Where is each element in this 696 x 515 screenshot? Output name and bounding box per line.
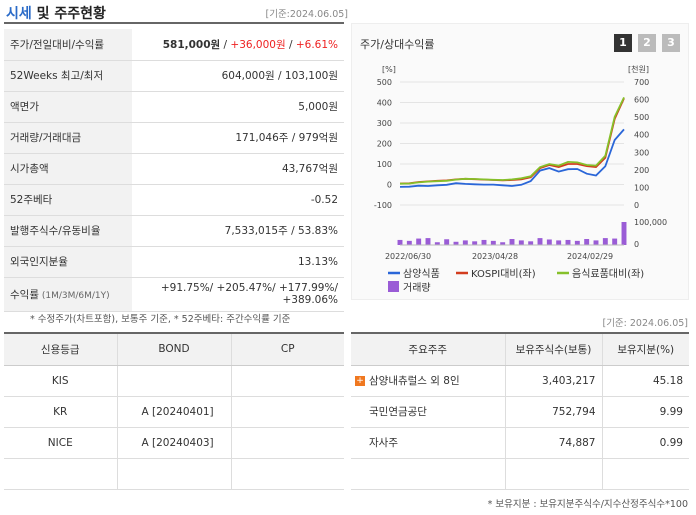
chart-panel: 주가/상대수익률 1 2 3 -100 0 100 200 300 400 500 0 100 2… — [351, 23, 689, 300]
table-row: 자사주 74,887 0.99 — [351, 427, 689, 459]
y-right-tick-label: 200 — [634, 166, 649, 175]
volume-bar — [621, 222, 627, 245]
y-right-unit: [천원] — [628, 64, 649, 74]
stock-chart: -100 0 100 200 300 400 500 0 100 200 300 400 500 600 7… — [374, 64, 667, 294]
y-left-tick-label: 500 — [377, 78, 392, 87]
volume-bar — [406, 240, 412, 245]
volume-bar — [453, 241, 459, 245]
volume-bar — [500, 242, 506, 245]
volume-bar — [612, 238, 618, 245]
y-left-tick-label: -100 — [374, 201, 392, 210]
table-row: 52주베타 -0.52 — [4, 184, 344, 216]
y-right-tick-label: 300 — [634, 148, 649, 157]
volume-bar — [556, 240, 562, 245]
volume-bar — [593, 240, 599, 245]
price-change: +36,000원 — [230, 38, 286, 51]
volume-bar — [434, 242, 440, 245]
y-right-tick-label: 500 — [634, 113, 649, 122]
legend-label: 거래량 — [403, 282, 431, 294]
volume-bar — [584, 239, 590, 245]
volume-bar — [416, 238, 422, 245]
table-row: 외국인지분율 13.13% — [4, 246, 344, 278]
x-tick-label: 2022/06/30 — [385, 252, 431, 261]
expand-icon[interactable]: + — [355, 376, 365, 386]
y-right-tick-label: 100 — [634, 183, 649, 192]
y-left-tick-label: 300 — [377, 119, 392, 128]
x-tick-label: 2023/04/28 — [472, 252, 518, 261]
y-left-tick-label: 100 — [377, 160, 392, 169]
holders-table: 주요주주 보유주식수(보통) 보유지분(%) + 삼양내츄럴스 외 8인 3,403,2… — [351, 334, 689, 490]
chart-title: 주가/상대수익률 — [360, 38, 435, 51]
series-line — [399, 128, 625, 188]
x-tick-label: 2024/02/29 — [567, 252, 613, 261]
legend-label: 삼양식품 — [403, 268, 440, 280]
legend-label: KOSPI대비(좌) — [471, 268, 536, 280]
y-left-tick-label: 400 — [377, 99, 392, 108]
volume-bar — [481, 239, 487, 245]
base-date: [기준:2024.06.05] — [265, 9, 349, 20]
volume-tick-label: 100,000 — [634, 218, 667, 227]
current-price: 581,000원 — [162, 38, 221, 51]
table-row: 거래량/거래대금 171,046주 / 979억원 — [4, 122, 344, 154]
legend-swatch — [388, 281, 399, 292]
volume-bar — [472, 241, 478, 245]
volume-bar — [537, 238, 543, 245]
table-row: 수익률 (1M/3M/6M/1Y) +91.75%/ +205.47%/ +17… — [4, 277, 344, 312]
price-rate: +6.61% — [295, 38, 338, 51]
price-note: * 수정주가(차트포함), 보통주 기준, * 52주베타: 주간수익률 기준 — [30, 314, 291, 325]
table-row: 시가총액 43,767억원 — [4, 153, 344, 185]
volume-bar — [565, 239, 571, 245]
series-line — [399, 98, 625, 185]
table-row: + 삼양내츄럴스 외 8인 3,403,217 45.18 — [351, 365, 689, 397]
legend-label: 음식료품대비(좌) — [572, 268, 644, 280]
y-left-tick-label: 200 — [377, 140, 392, 149]
price-table: 주가/전일대비/수익률 581,000원 / +36,000원 / +6.61%… — [4, 29, 344, 312]
table-row: 액면가 5,000원 — [4, 91, 344, 123]
base-date-2: [기준: 2024.06.05] — [602, 318, 688, 329]
table-row: KR A [20240401] — [4, 396, 344, 428]
volume-tick-label: 0 — [634, 240, 639, 249]
volume-bar — [397, 239, 403, 245]
table-row: NICE A [20240403] — [4, 427, 344, 459]
chart-period-button-1[interactable]: 1 — [614, 34, 632, 52]
y-left-unit: [%] — [382, 65, 396, 74]
volume-bar — [509, 239, 515, 245]
volume-bar — [444, 239, 450, 245]
holders-note: * 보유지분 : 보유지분주식수/지수산정주식수*100 — [487, 499, 688, 510]
chart-period-button-3[interactable]: 3 — [662, 34, 680, 52]
section-title: 시세 및 주주현황 — [6, 6, 106, 22]
table-row: 52Weeks 최고/최저 604,000원 / 103,100원 — [4, 60, 344, 92]
volume-bar — [425, 238, 431, 245]
y-left-tick-label: 0 — [387, 181, 392, 190]
table-row: 국민연금공단 752,794 9.99 — [351, 396, 689, 428]
y-right-tick-label: 400 — [634, 131, 649, 140]
volume-bar — [574, 240, 580, 245]
volume-bar — [518, 240, 524, 245]
table-row: 발행주식수/유동비율 7,533,015주 / 53.83% — [4, 215, 344, 247]
table-row: 주가/전일대비/수익률 581,000원 / +36,000원 / +6.61% — [4, 29, 344, 61]
table-row: KIS — [4, 365, 344, 397]
credit-table: 신용등급 BOND CP KIS KR A [20240401] NICE A [202… — [4, 334, 344, 490]
volume-bar — [528, 241, 534, 245]
y-right-tick-label: 0 — [634, 201, 639, 210]
volume-bar — [490, 240, 496, 245]
y-right-tick-label: 600 — [634, 96, 649, 105]
y-right-tick-label: 700 — [634, 78, 649, 87]
chart-period-button-2[interactable]: 2 — [638, 34, 656, 52]
volume-bar — [602, 238, 608, 245]
volume-bar — [462, 240, 468, 245]
volume-bar — [546, 239, 552, 245]
series-line — [399, 97, 625, 185]
